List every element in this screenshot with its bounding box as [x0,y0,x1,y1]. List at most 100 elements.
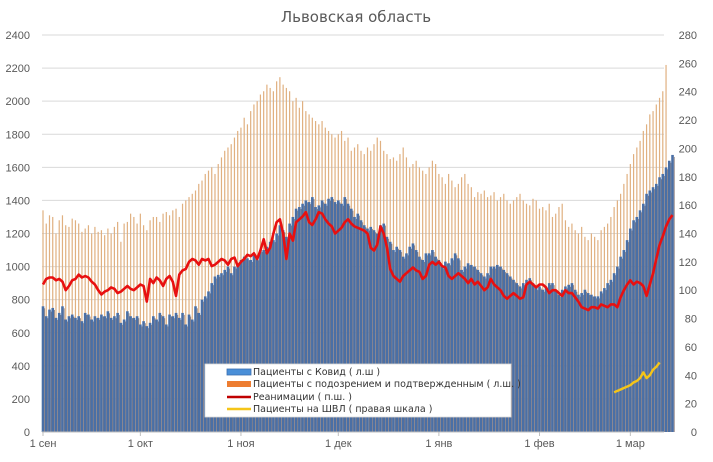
bar-covid-shadow [479,271,480,432]
bar-covid [356,213,360,432]
bar-covid-shadow [274,242,276,432]
bar-covid [362,225,366,432]
bar-covid [129,316,132,432]
bar-covid [174,312,178,432]
right-tick-label: 100 [679,285,697,297]
bar-covid-shadow [342,205,344,432]
bar-covid [515,283,519,432]
bar-covid-shadow [654,189,656,432]
bar-covid [606,283,609,432]
bar-covid-shadow [96,318,98,432]
bar-covid-shadow [508,275,510,432]
bar-covid [554,291,558,432]
bar-covid-shadow [589,295,591,432]
right-tick-label: 240 [679,87,697,99]
bar-covid [499,266,502,432]
bar-covid [57,312,61,432]
bar-covid-shadow [511,278,513,432]
bar-covid-shadow [436,258,438,432]
bar-covid-shadow [138,318,140,432]
bar-covid-shadow [385,225,386,432]
bar-covid [349,208,353,432]
bar-covid [268,241,272,432]
bar-covid-shadow [492,268,493,432]
bar-covid [418,256,421,432]
bar-covid [544,288,548,432]
bar-covid-shadow [118,314,120,432]
bar-covid [181,312,184,432]
bar-covid-shadow [339,202,341,432]
bar-covid [288,223,291,432]
series-icu-line [41,210,674,312]
bar-covid [609,279,613,432]
bar-covid-shadow [638,218,639,432]
bar-covid-shadow [644,205,646,432]
bar-covid-shadow [277,235,279,432]
bar-covid [61,306,64,432]
bar-covid-shadow [154,318,156,432]
bar-covid [304,200,308,432]
bar-covid-shadow [557,293,558,432]
bar-covid-shadow [303,205,305,432]
bar-covid [661,173,665,432]
bar-covid-shadow [141,326,143,432]
bar-covid-shadow [537,290,539,432]
bar-covid [496,264,499,432]
bar-covid-shadow [553,285,555,432]
bar-covid [405,253,408,432]
bar-covid-shadow [177,314,179,432]
bar-covid-shadow [634,222,636,432]
bar-covid-shadow [281,227,282,432]
legend-swatch-suspected [227,381,251,387]
bar-covid [168,314,171,432]
x-tick-label: 1 окт [128,438,153,450]
bar-covid-shadow [388,238,390,432]
bar-covid [177,317,181,432]
bar-covid [434,256,437,432]
bar-suspected [185,200,187,432]
bar-covid-shadow [193,321,195,432]
bar-covid-shadow [251,261,253,432]
bar-covid [83,312,87,432]
bar-covid-shadow [670,162,672,432]
bar-covid-shadow [222,275,224,432]
bar-covid [285,236,288,432]
bar-covid [642,203,645,432]
bar-covid [343,197,347,432]
bar-covid-shadow [167,326,169,432]
bar-covid-shadow [459,260,461,432]
bar-covid-shadow [99,319,101,432]
bar-covid-shadow [404,258,406,432]
bar-covid [51,307,55,432]
bar-covid-shadow [290,225,292,432]
bar-covid [629,228,632,432]
bar-covid-shadow [657,185,659,432]
right-tick-label: 20 [685,399,697,411]
bar-covid-shadow [242,261,244,432]
bar-covid-shadow [313,199,315,432]
bar-covid-shadow [226,271,227,432]
bar-covid-shadow [258,260,260,432]
bar-covid-shadow [187,326,188,432]
bar-covid [408,246,411,432]
bar-covid-shadow [667,169,669,433]
bar-covid [372,230,376,432]
bar-covid [122,319,126,432]
bar-covid-shadow [417,252,419,432]
bar-covid [564,286,567,432]
bar-covid [41,306,45,432]
bar-suspected [139,213,141,432]
bar-covid-shadow [368,230,370,432]
bar-covid [414,250,418,432]
bar-covid [473,266,476,432]
bar-covid [320,200,324,432]
bar-covid [531,283,535,432]
bar-covid [187,314,191,432]
legend-swatch-covid [226,368,252,376]
bar-covid-shadow [50,311,52,432]
bar-covid [651,187,655,432]
left-axis-ticks: 0 200 400 600 800 1000 1200 1400 1600 1800 2000 220… [6,30,30,439]
bar-covid-shadow [485,278,487,432]
bar-covid [622,250,626,432]
bar-covid-shadow [200,314,201,432]
